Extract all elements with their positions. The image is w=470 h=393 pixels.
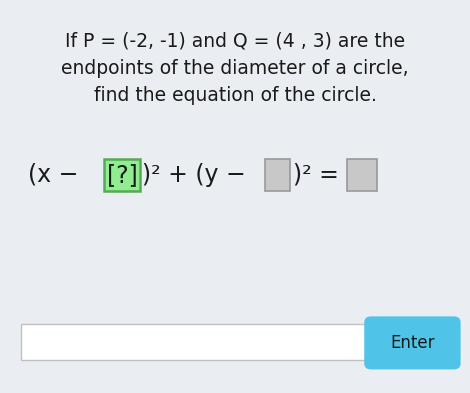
Text: )² =: )² = (293, 163, 346, 187)
Text: endpoints of the diameter of a circle,: endpoints of the diameter of a circle, (61, 59, 409, 78)
FancyBboxPatch shape (364, 316, 461, 369)
Text: [?]: [?] (107, 163, 137, 187)
FancyBboxPatch shape (21, 324, 367, 360)
Text: Enter: Enter (390, 334, 435, 352)
Text: If P = (-2, -1) and Q = (4 , 3) are the: If P = (-2, -1) and Q = (4 , 3) are the (65, 32, 405, 51)
FancyBboxPatch shape (347, 159, 377, 191)
FancyBboxPatch shape (104, 159, 140, 191)
FancyBboxPatch shape (265, 159, 290, 191)
Text: find the equation of the circle.: find the equation of the circle. (94, 86, 376, 105)
Text: )² + (y −: )² + (y − (142, 163, 253, 187)
Text: (x −: (x − (28, 163, 86, 187)
